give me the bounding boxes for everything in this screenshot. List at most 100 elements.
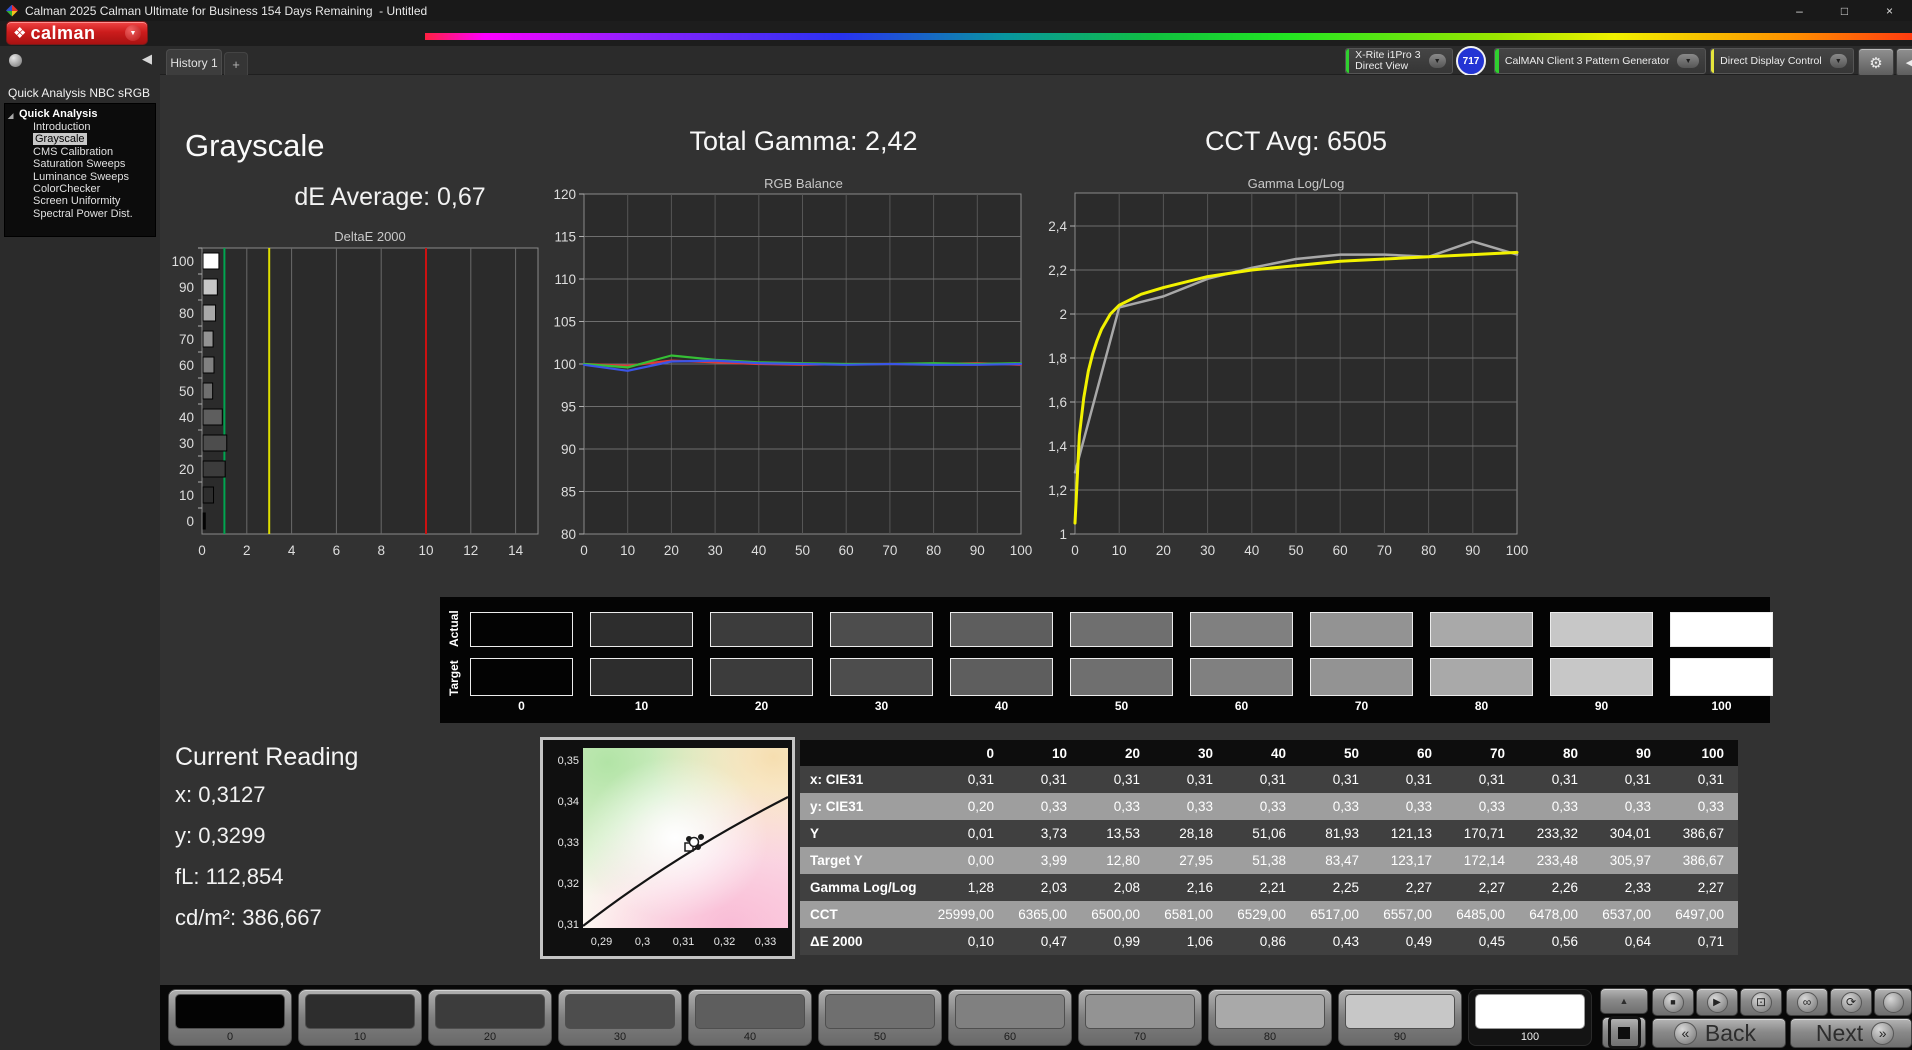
patch-level-label: 90	[1594, 699, 1609, 713]
svg-text:20: 20	[1156, 543, 1171, 558]
record-button[interactable]	[1874, 988, 1912, 1016]
sidebar-item-cms-calibration[interactable]: CMS Calibration	[33, 145, 114, 158]
sidebar-item-spectral-power-dist-[interactable]: Spectral Power Dist.	[33, 207, 133, 220]
target-patch-40	[950, 658, 1053, 696]
pattern-generator-dropdown[interactable]: CalMAN Client 3 Pattern Generator ▼	[1494, 48, 1706, 74]
pattern-button-40[interactable]: 40	[688, 989, 812, 1046]
meter-count-badge[interactable]: 717	[1456, 46, 1486, 76]
pattern-button-90[interactable]: 90	[1338, 989, 1462, 1046]
table-cell: 0,99	[1113, 934, 1140, 949]
pattern-button-100[interactable]: 100	[1468, 989, 1592, 1046]
collapse-panel-button[interactable]: ◀	[1896, 48, 1912, 77]
pattern-button-10[interactable]: 10	[298, 989, 422, 1046]
sidebar-item-colorchecker[interactable]: ColorChecker	[33, 183, 101, 196]
svg-text:100: 100	[1506, 543, 1529, 558]
table-cell: 0,31	[1478, 772, 1505, 787]
table-cell: 170,71	[1463, 826, 1505, 841]
sidebar-item-screen-uniformity[interactable]: Screen Uniformity	[33, 195, 121, 208]
sidebar-collapse-icon[interactable]: ◀	[142, 51, 152, 66]
repeat-measure-button[interactable]: ⟳	[1830, 988, 1872, 1016]
actual-patch-60	[1190, 612, 1293, 647]
continuous-measure-button[interactable]: ∞	[1786, 988, 1828, 1016]
table-cell: 6529,00	[1237, 907, 1286, 922]
close-button[interactable]: ×	[1885, 3, 1893, 18]
tree-expander-icon[interactable]: ◢	[8, 113, 14, 120]
single-pattern-icon: ⊡	[1755, 995, 1767, 1009]
infinity-icon: ∞	[1802, 995, 1812, 1009]
svg-text:12: 12	[463, 543, 478, 558]
svg-text:10: 10	[418, 543, 433, 558]
display-control-dropdown[interactable]: Direct Display Control ▼	[1710, 48, 1854, 74]
sidebar-item-saturation-sweeps[interactable]: Saturation Sweeps	[33, 158, 126, 171]
pattern-window-toggle-button[interactable]	[1602, 1016, 1646, 1049]
sidebar-item-grayscale[interactable]: Grayscale	[33, 133, 87, 146]
actual-patch-50	[1070, 612, 1173, 647]
deltae-bar-10	[202, 486, 215, 504]
meter-dropdown[interactable]: X-Rite i1Pro 3 Direct View ▼	[1345, 48, 1453, 74]
minimize-button[interactable]: –	[1796, 3, 1803, 18]
tab-history-1[interactable]: History 1	[166, 49, 222, 76]
pattern-button-0[interactable]: 0	[168, 989, 292, 1046]
patch-level-label: 30	[874, 699, 889, 713]
deltae-bar-30	[202, 434, 228, 452]
settings-button[interactable]: ⚙	[1858, 48, 1894, 77]
calman-logo-text: calman	[30, 22, 96, 43]
single-measure-button[interactable]: ⊡	[1740, 988, 1782, 1016]
pattern-button-30[interactable]: 30	[558, 989, 682, 1046]
calman-menu-dropdown-icon[interactable]: ▼	[125, 25, 141, 41]
svg-text:4: 4	[288, 543, 296, 558]
target-patch-30	[830, 658, 933, 696]
svg-text:30: 30	[1200, 543, 1215, 558]
pattern-button-50[interactable]: 50	[818, 989, 942, 1046]
patch-column-70: 70	[1310, 597, 1413, 713]
sidebar-item-luminance-sweeps[interactable]: Luminance Sweeps	[33, 170, 130, 183]
svg-text:1,2: 1,2	[1048, 483, 1067, 498]
table-cell: 0,71	[1697, 934, 1724, 949]
maximize-button[interactable]: □	[1840, 3, 1849, 18]
play-icon: ▶	[1713, 996, 1721, 1008]
pattern-button-80[interactable]: 80	[1208, 989, 1332, 1046]
table-column-header: 10	[1051, 745, 1067, 761]
stop-measure-button[interactable]: ■	[1652, 988, 1694, 1016]
table-cell: 2,27	[1697, 880, 1724, 895]
table-column-header: 50	[1343, 745, 1359, 761]
back-button[interactable]: « Back	[1652, 1018, 1786, 1048]
display-control-dropdown-arrow-icon[interactable]: ▼	[1829, 54, 1847, 68]
pattern-panel-up-button[interactable]: ▲	[1600, 988, 1648, 1014]
deltae-bar-40	[202, 408, 223, 426]
table-cell: 0,31	[1040, 772, 1067, 787]
table-cell: 6500,00	[1091, 907, 1140, 922]
calman-menu-button[interactable]: ❖ calman ▼	[6, 21, 148, 45]
svg-text:50: 50	[795, 543, 810, 558]
table-column-header: 90	[1635, 745, 1651, 761]
pattern-generator-dropdown-arrow-icon[interactable]: ▼	[1677, 54, 1699, 68]
actual-patch-90	[1550, 612, 1653, 647]
table-column-header: 20	[1124, 745, 1140, 761]
pin-icon[interactable]	[9, 54, 22, 67]
table-header-row: 0 10 20 30 40 50 60 70 80 90 100	[800, 740, 1738, 766]
table-cell: 12,80	[1106, 853, 1140, 868]
next-button[interactable]: Next »	[1790, 1018, 1912, 1048]
pattern-button-20[interactable]: 20	[428, 989, 552, 1046]
target-patch-70	[1310, 658, 1413, 696]
deltae-bar-50	[202, 382, 214, 400]
svg-text:10: 10	[1112, 543, 1127, 558]
target-patch-0	[470, 658, 573, 696]
target-patch-50	[1070, 658, 1173, 696]
meter-dropdown-arrow-icon[interactable]: ▼	[1428, 54, 1446, 68]
pattern-button-70[interactable]: 70	[1078, 989, 1202, 1046]
target-patch-90	[1550, 658, 1653, 696]
reading-fl: fL: 112,854	[175, 864, 284, 889]
svg-text:50: 50	[1288, 543, 1303, 558]
svg-text:10: 10	[179, 488, 194, 503]
table-cell: 2,08	[1113, 880, 1140, 895]
tree-root-quick-analysis[interactable]: ◢ Quick Analysis	[5, 108, 155, 121]
pattern-button-60[interactable]: 60	[948, 989, 1072, 1046]
add-tab-button[interactable]: +	[224, 52, 248, 75]
sidebar-item-introduction[interactable]: Introduction	[33, 121, 91, 133]
svg-text:110: 110	[554, 272, 576, 287]
play-measure-button[interactable]: ▶	[1696, 988, 1738, 1016]
pattern-swatch-10	[305, 994, 415, 1029]
target-patch-10	[590, 658, 693, 696]
table-cell: 2,27	[1405, 880, 1432, 895]
